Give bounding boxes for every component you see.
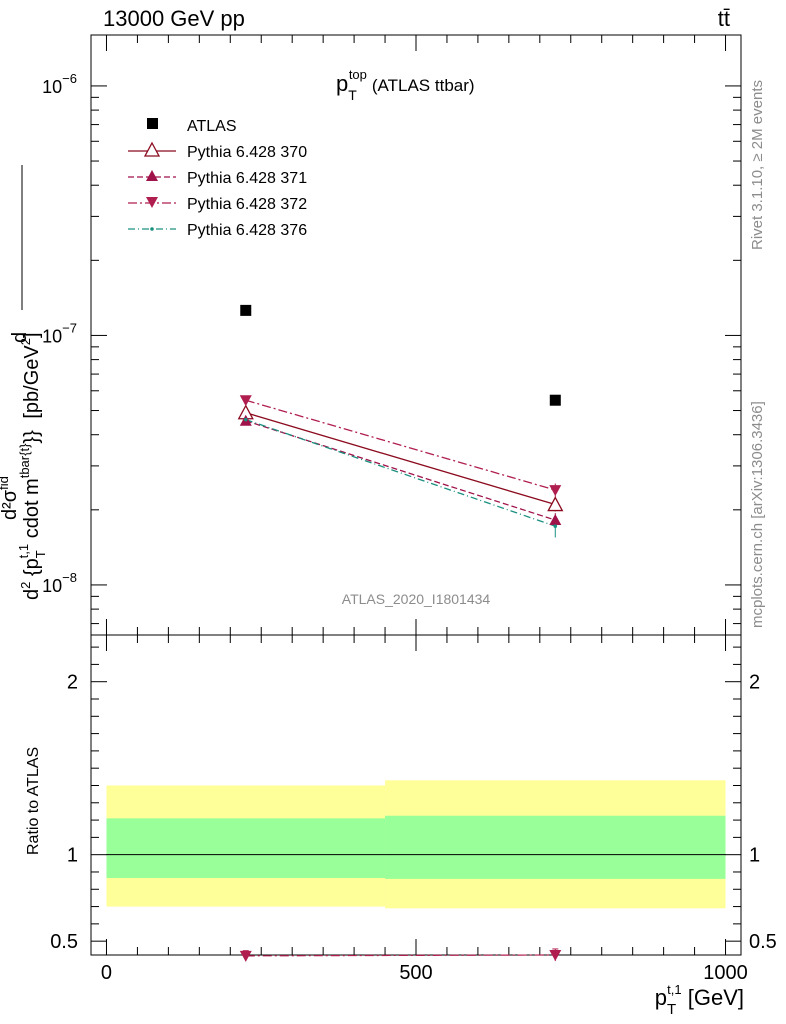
ratio-band-green bbox=[106, 818, 386, 879]
side-text-rivet: Rivet 3.1.10, ≥ 2M events bbox=[749, 80, 766, 250]
x-tick-label: 1000 bbox=[703, 962, 748, 984]
svg-text:Ratio to ATLAS: Ratio to ATLAS bbox=[25, 747, 42, 855]
data-point bbox=[239, 395, 252, 407]
top-y-tick-label: 10−7 bbox=[42, 320, 77, 346]
svg-text:10−8: 10−8 bbox=[42, 570, 77, 596]
data-marks bbox=[237, 304, 564, 962]
legend-label: Pythia 6.428 376 bbox=[187, 222, 307, 239]
x-tick-label: 500 bbox=[399, 962, 432, 984]
y-axis-title-bottom: Ratio to ATLAS bbox=[25, 747, 42, 855]
ratio-tick-label-right: 1 bbox=[749, 845, 760, 867]
plot-title: pTtop(ATLAS ttbar) bbox=[336, 67, 475, 103]
data-point bbox=[547, 496, 564, 512]
legend-372-marker bbox=[146, 197, 158, 208]
svg-text:10−6: 10−6 bbox=[42, 71, 77, 97]
svg-text:10−7: 10−7 bbox=[42, 320, 77, 346]
legend-label: Pythia 6.428 371 bbox=[187, 170, 307, 187]
y-axis-title-top-numerator: d²σfid bbox=[0, 476, 21, 520]
svg-text:Rivet 3.1.10, ≥ 2M events: Rivet 3.1.10, ≥ 2M events bbox=[749, 80, 766, 250]
data-point bbox=[240, 304, 252, 316]
svg-text:d2 {pTt,1 cdot mtbar{t}}}: d2 {pTt,1 cdot mtbar{t}}} [pb/GeV2] bbox=[16, 332, 48, 600]
x-tick-label: 0 bbox=[101, 962, 112, 984]
data-point bbox=[549, 485, 562, 497]
ratio-point bbox=[549, 950, 562, 961]
data-point bbox=[549, 394, 561, 406]
ratio-band-green bbox=[385, 815, 726, 879]
legend-atlas-marker bbox=[147, 118, 158, 129]
svg-text:mcplots.cern.ch [arXiv:1306.34: mcplots.cern.ch [arXiv:1306.3436] bbox=[749, 401, 766, 628]
header-right: tt̄ bbox=[718, 6, 730, 31]
ratio-bands bbox=[106, 780, 726, 909]
ratio-tick-label-left: 0.5 bbox=[50, 931, 78, 953]
side-text-mcplots: mcplots.cern.ch [arXiv:1306.3436] bbox=[749, 401, 766, 628]
top-y-tick-label: 10−8 bbox=[42, 570, 77, 596]
legend-376-marker bbox=[150, 227, 154, 231]
legend-label: Pythia 6.428 372 bbox=[187, 196, 307, 213]
analysis-watermark: ATLAS_2020_I1801434 bbox=[342, 591, 491, 607]
top-axis-ticks bbox=[91, 35, 741, 635]
svg-text:d: d bbox=[9, 332, 31, 343]
bottom-axis-ticks bbox=[91, 635, 741, 955]
header-left: 13000 GeV pp bbox=[103, 6, 245, 31]
ratio-line bbox=[245, 954, 556, 957]
legend-370-marker bbox=[143, 141, 161, 157]
ratio-tick-label-left: 2 bbox=[67, 672, 78, 694]
legend-371-marker bbox=[146, 170, 158, 181]
legend-label: Pythia 6.428 370 bbox=[187, 144, 307, 161]
data-point bbox=[553, 524, 558, 528]
y-axis-title-leading-d: d bbox=[9, 332, 31, 343]
legend: ATLAS Pythia 6.428 370 Pythia 6.428 371 … bbox=[128, 118, 307, 239]
series-line bbox=[245, 412, 556, 506]
ratio-point bbox=[239, 950, 252, 962]
data-point bbox=[243, 417, 248, 422]
x-axis-title: pTt,1 [GeV] bbox=[655, 982, 744, 1018]
ratio-tick-label-right: 2 bbox=[749, 672, 760, 694]
svg-text:d²σfid: d²σfid bbox=[0, 476, 21, 520]
series-line bbox=[245, 418, 556, 527]
data-point bbox=[549, 514, 562, 526]
legend-label: ATLAS bbox=[187, 118, 237, 135]
ratio-tick-label-left: 1 bbox=[67, 845, 78, 867]
top-y-tick-label: 10−6 bbox=[42, 71, 77, 97]
series-line bbox=[245, 420, 556, 521]
ratio-tick-label-right: 0.5 bbox=[749, 931, 777, 953]
y-axis-title-top: d2 {pTt,1 cdot mtbar{t}}} [pb/GeV2] bbox=[16, 332, 48, 600]
series-line bbox=[245, 399, 556, 491]
